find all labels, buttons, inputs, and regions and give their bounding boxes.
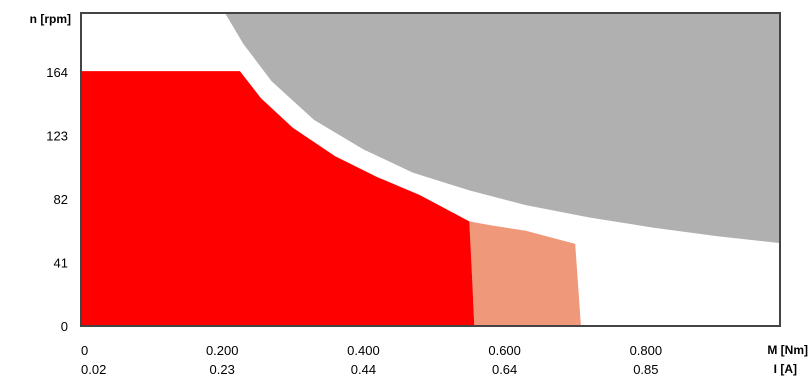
y-axis-label: n [rpm] (30, 12, 71, 26)
x-secondary-tick-label: 0.85 (633, 362, 658, 377)
x-tick-label: 0.600 (488, 343, 521, 358)
x-tick-label: 0 (81, 343, 88, 358)
x-secondary-tick-label: 0.64 (492, 362, 517, 377)
x-tick-label: 0.400 (347, 343, 380, 358)
y-tick-label: 123 (46, 128, 68, 143)
plot-frame (80, 12, 781, 327)
y-tick-label: 41 (54, 255, 68, 270)
x-axis-ticks: 0 0.200 0.400 0.600 0.800 (81, 343, 662, 358)
x-axis-secondary-ticks: 0.02 0.23 0.44 0.64 0.85 (81, 362, 659, 377)
plot-area (80, 12, 781, 327)
y-tick-label: 82 (54, 192, 68, 207)
x-secondary-tick-label: 0.44 (351, 362, 376, 377)
continuous-region (81, 71, 475, 326)
x-axis-label-primary: M [Nm] (767, 343, 808, 357)
y-tick-label: 0 (61, 319, 68, 334)
limit-region (225, 13, 780, 244)
y-axis-ticks: 0 41 82 123 164 (46, 65, 68, 334)
y-tick-label: 164 (46, 65, 68, 80)
regions (81, 13, 780, 326)
x-axis-label-secondary: I [A] (774, 362, 797, 376)
x-secondary-tick-label: 0.02 (81, 362, 106, 377)
intermittent-region (469, 221, 581, 326)
x-secondary-tick-label: 0.23 (210, 362, 235, 377)
x-tick-label: 0.200 (206, 343, 239, 358)
x-tick-label: 0.800 (630, 343, 663, 358)
